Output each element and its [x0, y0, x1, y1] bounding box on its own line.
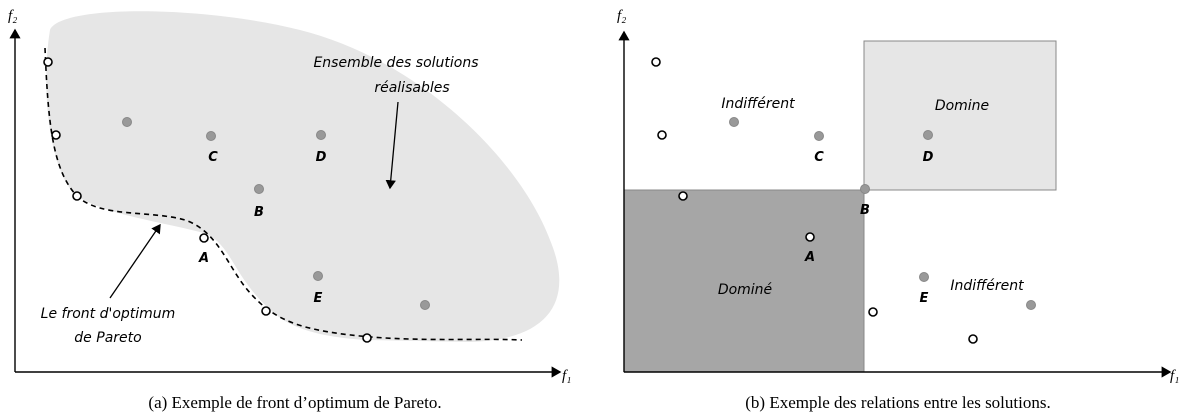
solution-point [919, 272, 929, 282]
points [43, 57, 430, 343]
solution-point [923, 130, 933, 140]
region-label: Indifférent [950, 278, 1024, 294]
point-label: C [814, 150, 824, 165]
point-label: E [920, 291, 929, 306]
solution-point [805, 232, 815, 242]
solution-point [1026, 300, 1036, 310]
solution-point [420, 300, 430, 310]
solution-point [206, 131, 216, 141]
arrow [109, 223, 161, 299]
solution-point [122, 117, 132, 127]
point-label: B [860, 203, 870, 218]
solution-point [254, 184, 264, 194]
x-axis-label: f₁ [1170, 368, 1179, 384]
region-label: Dominé [718, 282, 773, 298]
front-label: de Pareto [74, 330, 141, 346]
point-label: D [923, 150, 934, 165]
solution-point [651, 57, 661, 67]
points [651, 57, 1036, 344]
panel-b: f₂ f₁ C D B A E Indifférent Domine Domin… [617, 8, 1179, 412]
solution-point [261, 306, 271, 316]
region-label: réalisables [374, 80, 449, 96]
solution-point [43, 57, 53, 67]
region-label: Domine [935, 98, 989, 114]
solution-point [860, 184, 870, 194]
x-axis-label: f₁ [562, 368, 571, 384]
solution-point [316, 130, 326, 140]
point-label: B [254, 205, 264, 220]
caption: (a) Exemple de front d’optimum de Pareto… [148, 393, 441, 412]
solution-point [51, 130, 61, 140]
caption: (b) Exemple des relations entre les solu… [745, 393, 1050, 412]
point-label: C [208, 150, 218, 165]
point-label: A [198, 251, 209, 266]
solution-point [362, 333, 372, 343]
region-label: Ensemble des solutions [313, 55, 478, 71]
dominating-area [863, 40, 1057, 191]
solution-point [199, 233, 209, 243]
y-axis-label: f₂ [8, 8, 17, 24]
point-label: E [314, 291, 323, 306]
solution-point [968, 334, 978, 344]
panel-a: f₂ f₁ C D B A E Ensemble des solutions r… [8, 8, 571, 412]
solution-point [678, 191, 688, 201]
solution-point [313, 271, 323, 281]
region-label: Indifférent [721, 96, 795, 112]
solution-point [814, 131, 824, 141]
dominated-area [623, 189, 865, 373]
solution-point [657, 130, 667, 140]
point-label: D [316, 150, 327, 165]
solution-point [729, 117, 739, 127]
solution-point [72, 191, 82, 201]
front-label: Le front d'optimum [41, 306, 176, 322]
arrow [385, 101, 399, 190]
feasible-region [46, 11, 560, 342]
y-axis-label: f₂ [617, 8, 626, 24]
solution-point [868, 307, 878, 317]
point-label: A [804, 250, 815, 265]
